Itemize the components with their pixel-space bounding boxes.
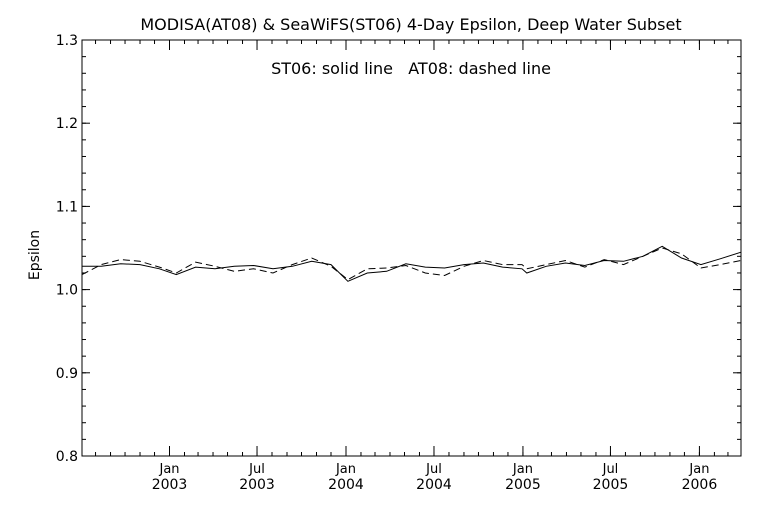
y-tick-label: 1.2: [56, 116, 78, 132]
x-tick-year-label: 2004: [416, 477, 452, 493]
y-axis: 0.8 0.9 1.0 1.1 1.2 1.3: [56, 33, 741, 465]
x-tick-year-label: 2005: [505, 477, 541, 493]
plot-frame: [81, 39, 742, 457]
y-axis-label: Epsilon: [27, 230, 43, 280]
x-axis: Jan2003Jul2003Jan2004Jul2004Jan2005Jul20…: [95, 40, 729, 493]
line-style-annotation: ST06: solid line AT08: dashed line: [271, 59, 551, 78]
y-tick-label: 1.0: [56, 283, 78, 299]
x-tick-year-label: 2005: [593, 477, 629, 493]
x-tick-month-label: Jul: [425, 462, 442, 477]
x-tick-month-label: Jul: [248, 462, 265, 477]
y-tick-label: 0.9: [56, 366, 78, 382]
x-tick-month-label: Jan: [158, 462, 179, 477]
y-tick-label: 0.8: [56, 449, 78, 465]
series-line-at08: [81, 247, 742, 281]
x-tick-month-label: Jan: [688, 462, 709, 477]
x-tick-year-label: 2004: [328, 477, 364, 493]
x-tick-month-label: Jan: [512, 462, 533, 477]
x-tick-month-label: Jul: [602, 462, 619, 477]
x-tick-year-label: 2003: [152, 477, 188, 493]
chart-title: MODISA(AT08) & SeaWiFS(ST06) 4-Day Epsil…: [140, 15, 681, 34]
series-line-st06: [82, 245, 742, 282]
x-tick-year-label: 2003: [239, 477, 275, 493]
y-tick-label: 1.3: [56, 33, 78, 49]
x-tick-month-label: Jan: [335, 462, 356, 477]
y-tick-label: 1.1: [56, 199, 78, 215]
x-tick-year-label: 2006: [682, 477, 718, 493]
plot-area: [81, 245, 742, 282]
